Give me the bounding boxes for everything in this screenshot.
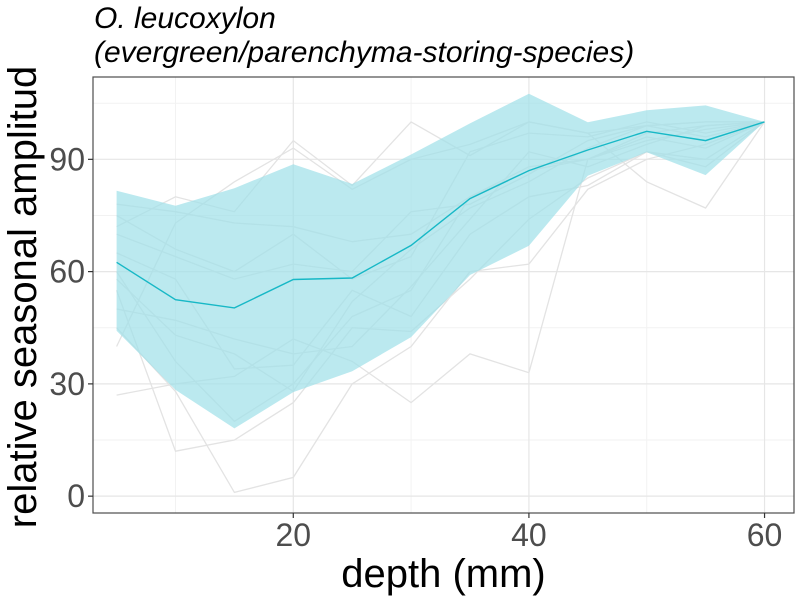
individual-series-line-10 <box>116 121 765 494</box>
y-axis-title: relative seasonal amplitud <box>1 66 45 528</box>
y-tick-label: 60 <box>49 254 85 290</box>
x-tick-label: 40 <box>511 517 547 553</box>
y-tick-label: 0 <box>67 478 85 514</box>
y-tick-label: 90 <box>49 141 85 177</box>
plot-panel-border <box>92 76 795 514</box>
chart-title-description: (evergreen/parenchyma-storing-species) <box>94 36 635 69</box>
y-tick-label: 30 <box>49 366 85 402</box>
confidence-band <box>116 93 765 429</box>
x-tick-label: 20 <box>275 517 311 553</box>
x-tick-label: 60 <box>747 517 783 553</box>
x-axis-title: depth (mm) <box>341 552 546 596</box>
mean-series-line <box>116 121 765 309</box>
chart-title-species: O. leucoxylon <box>94 2 276 35</box>
